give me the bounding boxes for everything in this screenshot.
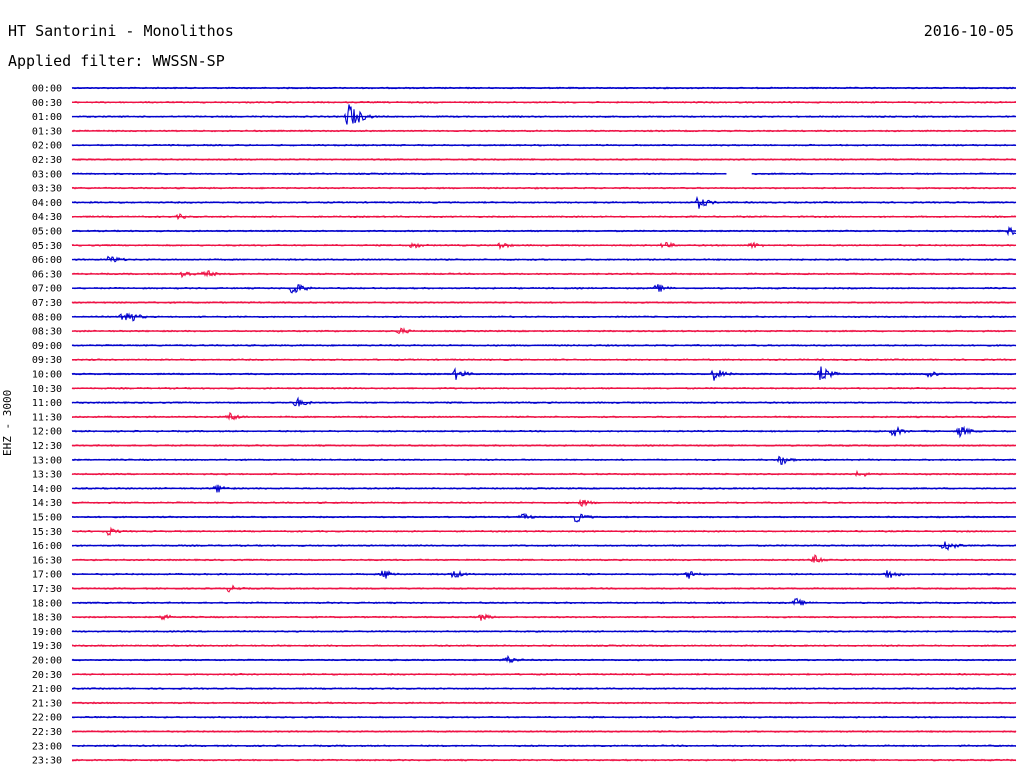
time-tick-label: 05:00 — [32, 227, 62, 238]
time-tick-label: 16:30 — [32, 555, 62, 566]
time-tick-label: 14:30 — [32, 498, 62, 509]
time-tick-label: 12:30 — [32, 441, 62, 452]
time-tick-label: 09:30 — [32, 355, 62, 366]
time-tick-label: 00:00 — [32, 84, 62, 95]
time-tick-label: 19:00 — [32, 627, 62, 638]
time-tick-label: 18:30 — [32, 613, 62, 624]
time-tick-label: 03:30 — [32, 184, 62, 195]
time-tick-label: 07:30 — [32, 298, 62, 309]
station-title: HT Santorini - Monolithos — [8, 22, 234, 40]
time-tick-label: 10:30 — [32, 384, 62, 395]
time-tick-label: 13:30 — [32, 470, 62, 481]
trace-line — [71, 554, 1017, 563]
time-tick-label: 22:30 — [32, 727, 62, 738]
time-tick-label: 18:00 — [32, 598, 62, 609]
time-tick-label: 17:00 — [32, 570, 62, 581]
time-tick-label: 15:00 — [32, 513, 62, 524]
time-tick-label: 00:30 — [32, 98, 62, 109]
trace-line — [71, 513, 1016, 523]
time-tick-label: 02:00 — [32, 141, 62, 152]
time-tick-label: 17:30 — [32, 584, 62, 595]
time-tick-label: 06:00 — [32, 255, 62, 266]
time-tick-label: 21:00 — [32, 684, 62, 695]
time-tick-label: 16:00 — [32, 541, 62, 552]
time-tick-label: 23:00 — [32, 741, 62, 752]
time-tick-label: 08:30 — [32, 327, 62, 338]
applied-filter: Applied filter: WWSSN-SP — [8, 52, 225, 70]
time-tick-label: 15:30 — [32, 527, 62, 538]
time-tick-label: 14:00 — [32, 484, 62, 495]
time-tick-label: 01:00 — [32, 112, 62, 123]
time-tick-label: 19:30 — [32, 641, 62, 652]
time-tick-label: 11:30 — [32, 412, 62, 423]
time-tick-label: 13:00 — [32, 455, 62, 466]
time-tick-label: 06:30 — [32, 269, 62, 280]
time-tick-label: 20:00 — [32, 656, 62, 667]
time-tick-label: 04:30 — [32, 212, 62, 223]
time-tick-label: 02:30 — [32, 155, 62, 166]
time-tick-label: 21:30 — [32, 698, 62, 709]
time-tick-label: 09:00 — [32, 341, 62, 352]
time-tick-label: 10:00 — [32, 370, 62, 381]
time-tick-label: 01:30 — [32, 126, 62, 137]
time-tick-label: 22:00 — [32, 713, 62, 724]
trace-line — [71, 104, 1017, 125]
time-tick-label: 05:30 — [32, 241, 62, 252]
data-gap — [726, 170, 752, 177]
trace-line — [71, 597, 1017, 606]
time-tick-label: 11:00 — [32, 398, 62, 409]
time-tick-label: 20:30 — [32, 670, 62, 681]
time-tick-label: 07:00 — [32, 284, 62, 295]
time-tick-label: 12:00 — [32, 427, 62, 438]
trace-line — [72, 195, 1017, 209]
time-tick-label: 04:00 — [32, 198, 62, 209]
time-tick-label: 23:30 — [32, 756, 62, 767]
plot-date: 2016-10-05 — [923, 22, 1014, 40]
time-tick-label: 03:00 — [32, 169, 62, 180]
time-tick-label: 08:00 — [32, 312, 62, 323]
